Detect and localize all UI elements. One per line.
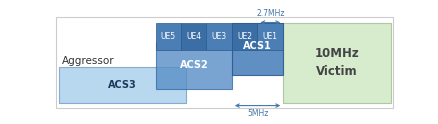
Text: UE5: UE5	[161, 32, 176, 41]
Text: UE2: UE2	[237, 32, 252, 41]
Bar	[232, 23, 283, 75]
Bar	[155, 23, 181, 50]
Bar	[258, 23, 283, 50]
Bar	[206, 23, 232, 50]
Bar	[283, 23, 391, 103]
Bar	[59, 67, 186, 103]
Bar	[181, 23, 206, 50]
Text: ACS3: ACS3	[108, 80, 137, 90]
Bar	[155, 42, 232, 89]
Text: UE3: UE3	[212, 32, 227, 41]
Text: ACS2: ACS2	[180, 61, 208, 70]
Text: 10MHz
Victim: 10MHz Victim	[315, 47, 360, 78]
Text: UE1: UE1	[263, 32, 278, 41]
Text: Aggressor: Aggressor	[61, 56, 114, 66]
Text: 5MHz: 5MHz	[247, 109, 268, 118]
Text: ACS1: ACS1	[243, 41, 272, 51]
Bar	[232, 23, 258, 50]
Text: 2.7MHz: 2.7MHz	[256, 9, 285, 18]
Text: UE4: UE4	[186, 32, 201, 41]
